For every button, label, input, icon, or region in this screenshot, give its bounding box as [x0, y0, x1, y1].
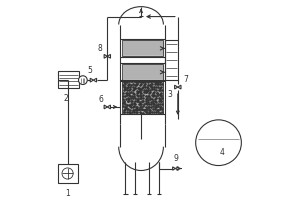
Text: 4: 4 [220, 148, 225, 157]
Polygon shape [172, 167, 176, 170]
Text: 5: 5 [87, 66, 92, 75]
Bar [122, 64, 163, 80]
Text: 2: 2 [64, 94, 68, 103]
Circle shape [79, 76, 87, 85]
Text: 6: 6 [99, 95, 104, 104]
Polygon shape [178, 85, 181, 89]
Text: 1: 1 [65, 189, 70, 198]
Polygon shape [175, 85, 178, 89]
Text: 9: 9 [174, 154, 179, 163]
Polygon shape [176, 167, 178, 170]
Polygon shape [104, 54, 107, 58]
Bar [122, 40, 163, 56]
Polygon shape [93, 78, 97, 82]
Polygon shape [107, 54, 110, 58]
Text: 8: 8 [98, 44, 103, 53]
Circle shape [196, 120, 242, 166]
Polygon shape [107, 105, 110, 109]
Bar [58, 71, 79, 88]
Text: 7: 7 [183, 75, 188, 84]
Bar [58, 164, 77, 183]
Bar [122, 80, 163, 114]
Bar [165, 40, 178, 80]
Text: 3: 3 [167, 90, 172, 99]
Polygon shape [104, 105, 107, 109]
Polygon shape [90, 78, 93, 82]
